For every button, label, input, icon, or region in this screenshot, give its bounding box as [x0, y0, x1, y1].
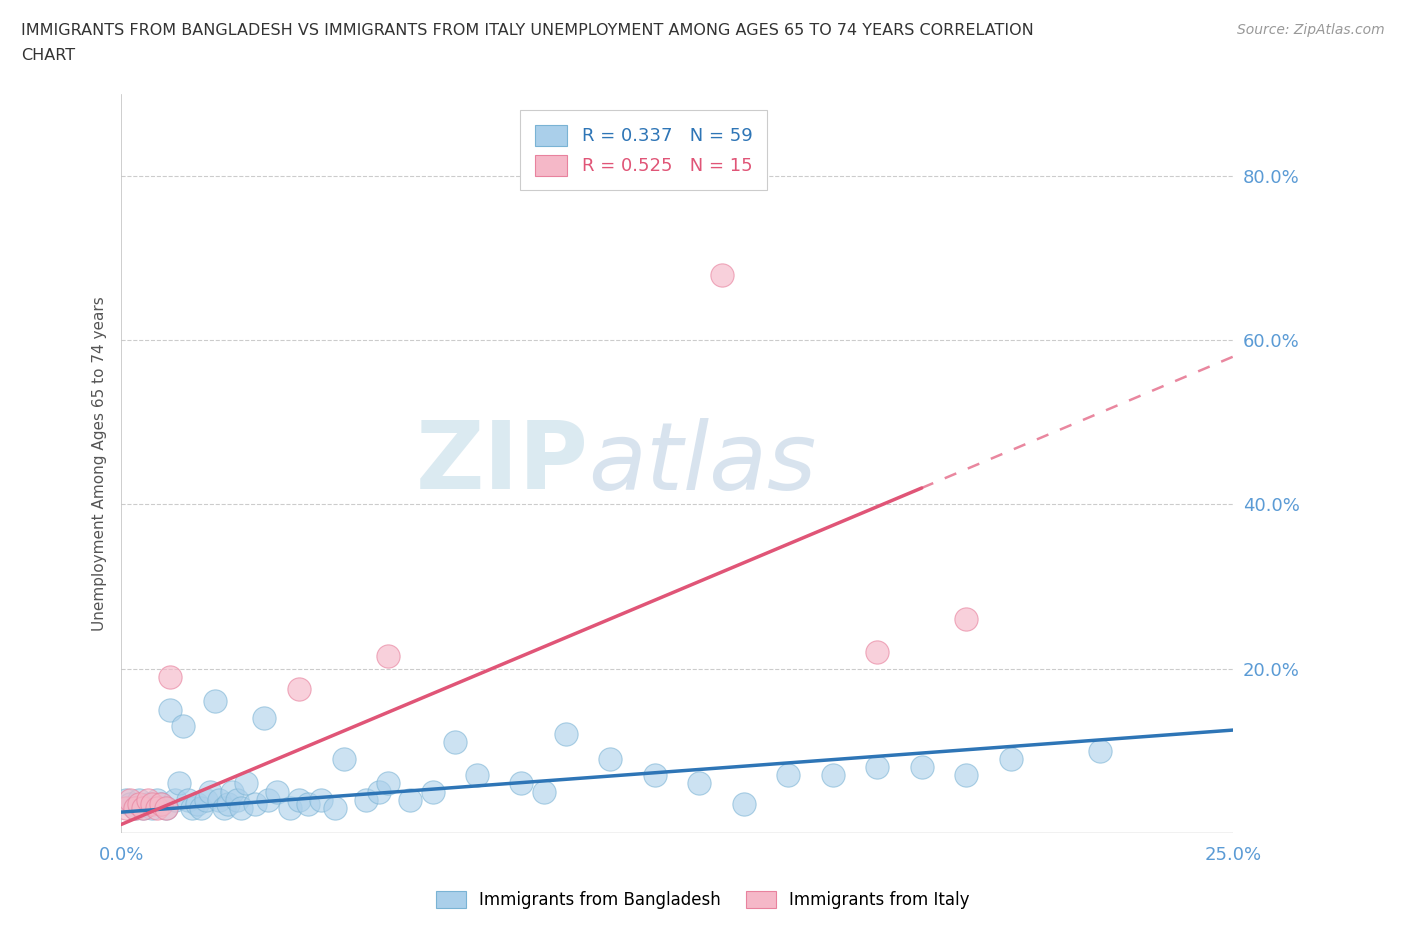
Point — [190, 801, 212, 816]
Point — [163, 792, 186, 807]
Point — [1000, 751, 1022, 766]
Point — [332, 751, 354, 766]
Point — [155, 801, 177, 816]
Point — [141, 801, 163, 816]
Point — [377, 649, 399, 664]
Point — [114, 801, 136, 816]
Point — [778, 768, 800, 783]
Point — [159, 702, 181, 717]
Point — [155, 801, 177, 816]
Point — [221, 784, 243, 799]
Point — [150, 796, 173, 811]
Point — [128, 792, 150, 807]
Point — [955, 612, 977, 627]
Legend: Immigrants from Bangladesh, Immigrants from Italy: Immigrants from Bangladesh, Immigrants f… — [427, 883, 979, 917]
Point — [465, 768, 488, 783]
Point — [146, 792, 169, 807]
Point — [257, 792, 280, 807]
Point — [955, 768, 977, 783]
Point — [368, 784, 391, 799]
Point — [146, 801, 169, 816]
Point — [821, 768, 844, 783]
Point — [733, 796, 755, 811]
Point — [150, 796, 173, 811]
Point — [114, 792, 136, 807]
Legend: R = 0.337   N = 59, R = 0.525   N = 15: R = 0.337 N = 59, R = 0.525 N = 15 — [520, 111, 768, 190]
Point — [124, 801, 146, 816]
Point — [120, 796, 142, 811]
Point — [377, 776, 399, 790]
Y-axis label: Unemployment Among Ages 65 to 74 years: Unemployment Among Ages 65 to 74 years — [93, 296, 107, 631]
Point — [354, 792, 377, 807]
Point — [136, 796, 159, 811]
Point — [194, 792, 217, 807]
Point — [311, 792, 333, 807]
Point — [136, 792, 159, 807]
Point — [422, 784, 444, 799]
Point — [510, 776, 533, 790]
Point — [225, 792, 247, 807]
Point — [266, 784, 288, 799]
Point — [911, 760, 934, 775]
Text: CHART: CHART — [21, 48, 75, 63]
Point — [124, 801, 146, 816]
Text: atlas: atlas — [588, 418, 817, 509]
Point — [297, 796, 319, 811]
Point — [443, 735, 465, 750]
Point — [159, 670, 181, 684]
Point — [1088, 743, 1111, 758]
Text: Source: ZipAtlas.com: Source: ZipAtlas.com — [1237, 23, 1385, 37]
Point — [399, 792, 422, 807]
Point — [599, 751, 621, 766]
Text: IMMIGRANTS FROM BANGLADESH VS IMMIGRANTS FROM ITALY UNEMPLOYMENT AMONG AGES 65 T: IMMIGRANTS FROM BANGLADESH VS IMMIGRANTS… — [21, 23, 1033, 38]
Point — [167, 776, 190, 790]
Point — [208, 792, 231, 807]
Point — [177, 792, 200, 807]
Point — [231, 801, 253, 816]
Point — [688, 776, 710, 790]
Point — [710, 267, 733, 282]
Point — [555, 726, 578, 741]
Point — [132, 801, 155, 816]
Point — [132, 801, 155, 816]
Text: ZIP: ZIP — [415, 418, 588, 510]
Point — [644, 768, 666, 783]
Point — [172, 719, 194, 734]
Point — [323, 801, 346, 816]
Point — [212, 801, 235, 816]
Point — [204, 694, 226, 709]
Point — [278, 801, 301, 816]
Point — [186, 796, 208, 811]
Point — [235, 776, 257, 790]
Point — [128, 796, 150, 811]
Point — [181, 801, 204, 816]
Point — [288, 792, 311, 807]
Point — [533, 784, 555, 799]
Point — [288, 682, 311, 697]
Point — [252, 711, 274, 725]
Point — [141, 796, 163, 811]
Point — [866, 760, 889, 775]
Point — [217, 796, 239, 811]
Point — [243, 796, 266, 811]
Point — [866, 644, 889, 659]
Point — [120, 792, 142, 807]
Point — [198, 784, 221, 799]
